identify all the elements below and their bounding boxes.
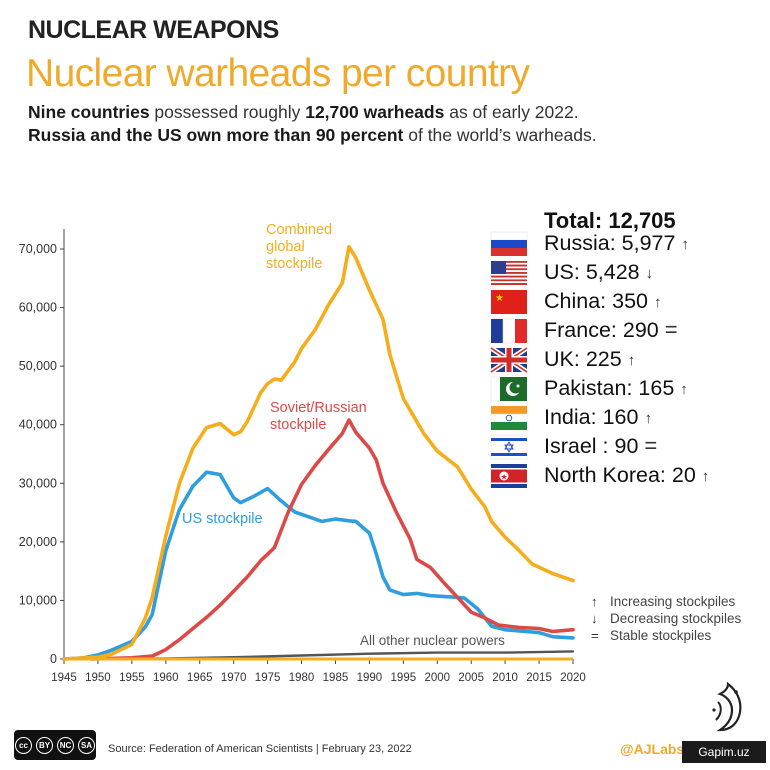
france-flag-icon — [491, 318, 527, 344]
chart-lines — [62, 244, 575, 661]
trend-up-icon: ↑ — [680, 381, 688, 398]
legend-country-label: North Korea: 20 — [544, 463, 696, 487]
y-tick-label: 50,000 — [19, 359, 57, 373]
legend-country-label: China: 350 — [544, 289, 648, 313]
israel-flag-icon — [490, 434, 528, 460]
ajlabs-handle: @AJLabs — [620, 741, 685, 757]
x-tick-label: 1970 — [221, 672, 247, 684]
trend-key-label: Stable stockpiles — [610, 628, 712, 643]
trend-stable-icon: = — [644, 433, 657, 458]
trend-key-symbol: ↑ — [591, 594, 598, 609]
y-tick-label: 20,000 — [19, 535, 57, 549]
x-tick-label: 1965 — [187, 672, 213, 684]
india-flag-icon — [490, 406, 528, 430]
x-tick-label: 1980 — [289, 672, 315, 684]
x-tick-label: 1950 — [85, 672, 111, 684]
subtitle-bold: Russia and the US own more than 90 perce… — [28, 125, 404, 145]
trend-key: ↑ Increasing stockpiles ↓ Decreasing stockp… — [591, 594, 742, 643]
chart-series-labels: CombinedglobalstockpileSoviet/Russiansto… — [182, 222, 505, 648]
x-tick-label: 1985 — [323, 672, 349, 684]
legend-country-label: India: 160 — [544, 405, 638, 429]
svg-text:★: ★ — [495, 293, 504, 304]
trend-up-icon: ↑ — [654, 294, 662, 311]
trend-up-icon: ↑ — [681, 236, 689, 253]
legend-country-label: Russia: 5,977 — [544, 231, 675, 255]
cc-by-label: BY — [36, 736, 53, 754]
subtitle-line-2: Russia and the US own more than 90 perce… — [28, 125, 597, 146]
north-korea-flag-icon: ★ — [491, 464, 527, 488]
subtitle-text: as of early 2022. — [444, 102, 579, 122]
trend-key-label: Decreasing stockpiles — [610, 611, 742, 626]
legend-country-label: Israel : 90 — [544, 434, 638, 458]
x-tick-label: 2005 — [458, 672, 484, 684]
trend-up-icon: ↑ — [702, 468, 710, 485]
subtitle-line-1: Nine countries possessed roughly 12,700 … — [28, 102, 579, 123]
y-tick-label: 0 — [50, 652, 57, 666]
x-tick-label: 2015 — [526, 672, 552, 684]
series-label: stockpile — [270, 417, 326, 433]
x-tick-label: 1955 — [119, 672, 145, 684]
series-line-soviet-russian-stockpile — [89, 418, 575, 661]
series-label: All other nuclear powers — [360, 633, 505, 648]
series-label: US stockpile — [182, 511, 263, 527]
trend-down-icon: ↓ — [646, 265, 654, 282]
trend-stable-icon: = — [665, 317, 678, 342]
x-tick-label: 1975 — [255, 672, 281, 684]
uk-flag-icon — [489, 345, 529, 375]
pakistan-flag-icon — [490, 376, 527, 402]
x-tick-label: 1960 — [153, 672, 179, 684]
trend-up-icon: ↑ — [628, 352, 636, 369]
legend-country-label: UK: 225 — [544, 347, 622, 371]
x-tick-label: 2000 — [424, 672, 450, 684]
kicker-title: NUCLEAR WEAPONS — [28, 16, 279, 44]
x-tick-label: 1995 — [391, 672, 417, 684]
legend-country-label: France: 290 — [544, 318, 659, 342]
svg-text:★: ★ — [501, 473, 508, 482]
trend-key-symbol: = — [591, 628, 599, 643]
series-line-us-stockpile — [62, 470, 575, 661]
series-line-combined-global-stockpile — [62, 244, 575, 661]
series-label: stockpile — [266, 256, 322, 272]
creative-commons-badge: cc BY NC SA — [14, 730, 96, 760]
source-note: Source: Federation of American Scientist… — [108, 743, 412, 755]
series-label: global — [266, 239, 305, 255]
x-tick-label: 1990 — [357, 672, 383, 684]
y-tick-label: 40,000 — [19, 418, 57, 432]
legend-total: Total: 12,705 — [544, 208, 676, 233]
cc-icon: cc — [15, 736, 32, 754]
cc-nc-label: NC — [57, 736, 74, 754]
legend-country-label: US: 5,428 — [544, 260, 640, 284]
y-tick-label: 60,000 — [19, 301, 57, 315]
y-tick-label: 30,000 — [19, 476, 57, 490]
us-flag-icon — [491, 261, 527, 285]
page-title: Nuclear warheads per country — [26, 52, 530, 95]
series-label: Soviet/Russian — [270, 400, 367, 416]
china-flag-icon: ★ — [491, 290, 527, 314]
subtitle-bold: Nine countries — [28, 102, 150, 122]
watermark: Gapim.uz — [682, 741, 766, 763]
al-jazeera-logo-icon — [712, 681, 742, 732]
trend-key-symbol: ↓ — [591, 611, 598, 626]
y-tick-label: 10,000 — [19, 593, 57, 607]
subtitle-text: of the world’s warheads. — [403, 125, 597, 145]
x-tick-label: 1945 — [51, 672, 77, 684]
subtitle-bold: 12,700 warheads — [305, 102, 445, 122]
trend-key-label: Increasing stockpiles — [610, 594, 736, 609]
x-tick-label: 2020 — [560, 672, 586, 684]
legend-country-label: Pakistan: 165 — [544, 376, 674, 400]
trend-up-icon: ↑ — [644, 410, 652, 427]
cc-sa-label: SA — [78, 736, 95, 754]
y-tick-label: 70,000 — [19, 242, 57, 256]
x-tick-label: 2010 — [492, 672, 518, 684]
subtitle-text: possessed roughly — [149, 102, 306, 122]
series-label: Combined — [266, 222, 332, 238]
russia-flag-icon — [490, 231, 528, 256]
